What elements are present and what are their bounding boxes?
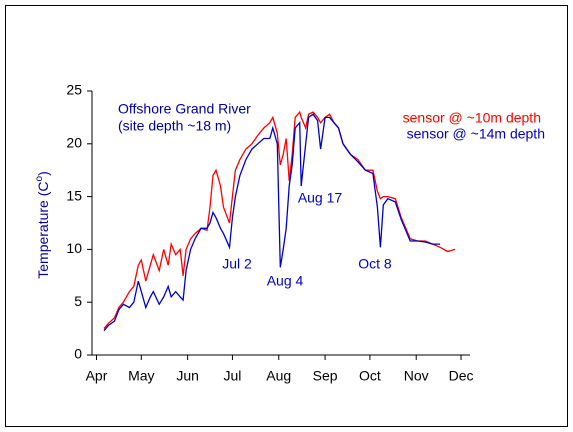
- annotation: Jul 2: [222, 256, 252, 272]
- x-tick-label: Jun: [176, 368, 199, 384]
- y-tick-label: 15: [66, 187, 82, 203]
- y-label-main: Temperature (C: [35, 181, 51, 278]
- chart-title: Offshore Grand River: [118, 101, 251, 117]
- legend-entry: sensor @ ~10m depth: [403, 110, 541, 126]
- y-axis-label: Temperature (Co): [34, 171, 51, 279]
- x-tick-label: May: [128, 368, 154, 384]
- series-line: [103, 113, 441, 332]
- y-tick-label: 5: [74, 293, 82, 309]
- y-tick-label: 20: [66, 135, 82, 151]
- x-tick-label: Aug: [266, 368, 291, 384]
- annotation: Aug 4: [267, 273, 304, 289]
- annotation: Oct 8: [358, 256, 392, 272]
- x-tick-label: Dec: [449, 368, 474, 384]
- y-label-sup: o: [34, 175, 45, 181]
- y-tick-label: 10: [66, 240, 82, 256]
- annotation: Aug 17: [298, 190, 343, 206]
- x-tick-label: Nov: [404, 368, 429, 384]
- x-tick-label: Oct: [359, 368, 381, 384]
- x-tick-label: Sep: [313, 368, 338, 384]
- x-tick-label: Apr: [86, 368, 108, 384]
- series-line: [103, 110, 456, 330]
- chart-subtitle: (site depth ~18 m): [118, 118, 231, 134]
- y-tick-label: 0: [74, 346, 82, 362]
- x-tick-label: Jul: [223, 368, 241, 384]
- y-label-end: ): [35, 171, 51, 176]
- legend-entry: sensor @ ~14m depth: [407, 126, 545, 142]
- y-tick-label: 25: [66, 82, 82, 98]
